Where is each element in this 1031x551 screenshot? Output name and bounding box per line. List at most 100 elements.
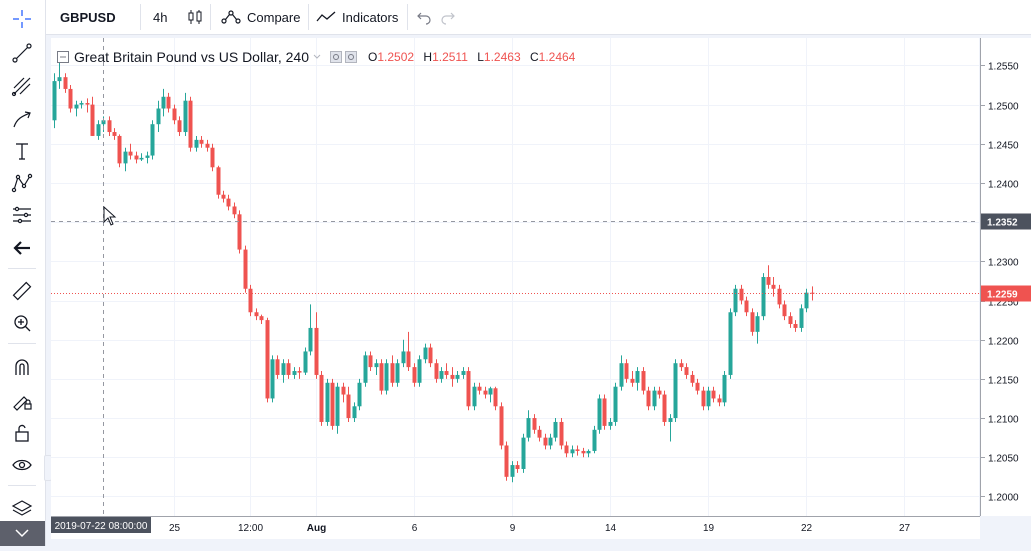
- candle-body: [314, 327, 319, 375]
- mouse-cursor-icon: [103, 206, 117, 226]
- chart-canvas[interactable]: [51, 38, 979, 516]
- fib-tool[interactable]: [8, 72, 36, 100]
- crosshair-date-label-bg: [51, 517, 151, 533]
- candle-body: [434, 363, 439, 379]
- candle-body: [581, 450, 586, 454]
- candle-body: [384, 363, 389, 391]
- ruler-tool[interactable]: [8, 277, 36, 305]
- candle-body: [673, 363, 678, 419]
- candle-body: [156, 108, 161, 125]
- price-axis[interactable]: 1.25501.25001.24501.24001.23501.23001.22…: [980, 38, 1031, 516]
- candle-body: [63, 77, 68, 89]
- magnet-tool[interactable]: [8, 353, 36, 381]
- candle-body: [570, 449, 575, 454]
- high-value: 1.2511: [432, 50, 468, 64]
- candle-body: [390, 363, 395, 383]
- y-tick-label: 1.2500: [988, 102, 1019, 113]
- candle-body: [183, 100, 188, 133]
- trend-line-tool[interactable]: [8, 39, 36, 67]
- candle-body: [450, 374, 455, 379]
- candle-body: [635, 371, 640, 383]
- candle-body: [515, 465, 520, 469]
- unlock-tool[interactable]: [8, 419, 36, 447]
- interval-button[interactable]: 4h: [153, 0, 167, 34]
- candle-body: [194, 139, 199, 148]
- divider: [8, 485, 36, 486]
- prediction-tool[interactable]: [8, 201, 36, 229]
- unlock-icon: [15, 424, 29, 442]
- text-tool[interactable]: [8, 137, 36, 165]
- candle-body: [112, 132, 117, 136]
- candle-body: [395, 363, 400, 383]
- fib-icon: [11, 77, 31, 97]
- lock-drawing-tool[interactable]: [8, 386, 36, 414]
- time-axis[interactable]: 25 12:00 Aug 6 9 14 19 22 27 2019-07-22 08:00:00: [51, 516, 980, 539]
- x-tick-label: 14: [605, 523, 617, 534]
- layers-icon: [11, 500, 33, 516]
- candle-body: [466, 371, 471, 407]
- indicators-icon: [316, 11, 336, 22]
- candle-body: [292, 371, 297, 375]
- crosshair-tool[interactable]: [8, 5, 36, 33]
- divider: [8, 268, 36, 269]
- eye-tool[interactable]: [8, 451, 36, 479]
- compare-label: Compare: [247, 9, 301, 25]
- candle-body: [221, 194, 226, 199]
- brush-tool[interactable]: [8, 105, 36, 133]
- open-value: 1.2502: [377, 50, 415, 64]
- indicators-label: Indicators: [342, 9, 399, 25]
- low-value: 1.2463: [483, 50, 521, 64]
- indicators-button[interactable]: Indicators: [316, 0, 398, 34]
- divider: [308, 4, 309, 30]
- candle-body: [57, 77, 62, 82]
- candle-body: [319, 374, 324, 422]
- pattern-tool[interactable]: [8, 169, 36, 197]
- candle-body: [711, 390, 716, 399]
- collapse-toolbar-button[interactable]: [0, 521, 45, 546]
- y-tick-label: 1.2300: [988, 258, 1019, 269]
- zoom-in-tool[interactable]: [8, 309, 36, 337]
- candle-body: [488, 388, 493, 395]
- undo-button[interactable]: [416, 0, 432, 34]
- candle-body: [444, 371, 449, 375]
- back-arrow-icon: [13, 241, 30, 255]
- layers-tool[interactable]: [8, 494, 36, 522]
- symbol-label: GBPUSD: [60, 9, 116, 25]
- redo-button[interactable]: [440, 0, 456, 34]
- candle-body: [504, 445, 509, 477]
- candle-body: [85, 103, 90, 105]
- collapse-legend-icon[interactable]: [57, 51, 69, 63]
- candle-body: [341, 386, 346, 395]
- candle-body: [166, 96, 171, 109]
- back-tool[interactable]: [8, 234, 36, 262]
- last-price-label-bg: [981, 285, 1031, 302]
- candle-body: [766, 277, 771, 285]
- candle-body: [363, 355, 368, 383]
- divider: [8, 343, 36, 344]
- candle-body: [559, 421, 564, 446]
- compare-button[interactable]: Compare: [220, 0, 300, 34]
- candle-body: [259, 316, 264, 321]
- chart-pane[interactable]: [51, 38, 979, 516]
- candle-body: [804, 292, 809, 309]
- legend-dropdown-icon[interactable]: [312, 52, 322, 62]
- legend-title[interactable]: Great Britain Pound vs US Dollar, 240: [74, 49, 310, 65]
- candle-body: [308, 327, 313, 352]
- candle-body: [613, 386, 618, 422]
- candle-body: [297, 371, 302, 373]
- candle-body: [521, 437, 526, 469]
- candle-body: [695, 382, 700, 391]
- legend-settings-icon[interactable]: [330, 51, 358, 63]
- candle-body: [265, 320, 270, 399]
- x-tick-label: 9: [510, 523, 516, 534]
- candle-body: [553, 421, 558, 438]
- crosshair-icon: [13, 10, 31, 28]
- trend-line-icon: [12, 43, 32, 63]
- candle-body: [423, 347, 428, 360]
- candle-body: [575, 449, 580, 451]
- candle-body: [728, 312, 733, 375]
- candle-body: [657, 390, 662, 395]
- candle-body: [788, 316, 793, 325]
- chart-style-button[interactable]: [186, 0, 204, 34]
- symbol-search-button[interactable]: GBPUSD: [60, 0, 116, 34]
